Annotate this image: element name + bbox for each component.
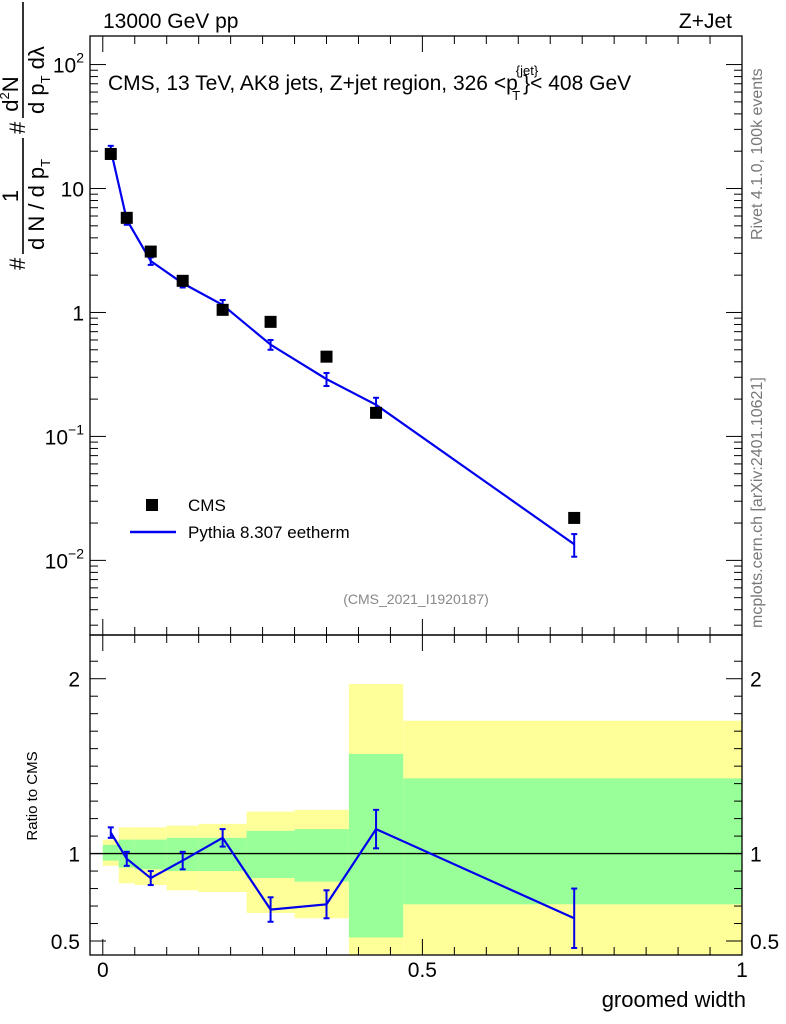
y-tick-label: 10 (61, 179, 84, 202)
pythia-line (109, 149, 575, 546)
y-tick-label: 10−2 (45, 545, 85, 573)
ylabel-frac1-den: d N / d pT (24, 159, 53, 250)
uncertainty-band-inner (403, 778, 742, 905)
cms-data-point (264, 315, 277, 328)
ratio-bands (102, 683, 742, 955)
cms-data-point (104, 147, 117, 160)
ratio-panel: 2 21 10.5 0.50 0.5 1 Ratio to CMS groomed wid… (24, 634, 779, 1012)
title-sub: T (512, 88, 520, 103)
legend-marker-cms (146, 499, 158, 511)
cms-data-point (144, 245, 157, 258)
x-tick-label: 0.5 (408, 959, 437, 982)
cms-data-point (320, 350, 333, 363)
header-right: Z+Jet (679, 10, 732, 33)
legend-label-pythia: Pythia 8.307 eetherm (188, 523, 350, 542)
ylabel-hash: # (5, 121, 30, 134)
ratio-y-label: Ratio to CMS (24, 751, 41, 840)
ylabel-prefix: # (5, 257, 30, 270)
cms-data-point (370, 406, 383, 419)
ratio-frame (89, 634, 743, 956)
ylabel-frac1-num: 1 (0, 190, 23, 202)
legend: CMS Pythia 8.307 eetherm (130, 496, 350, 542)
ylabel-frac2-num: d2N (0, 76, 23, 111)
ratio-y-tick-label-right: 1 (750, 844, 762, 867)
ylabel-frac2-den: d pT dλ (24, 46, 53, 114)
title-sup: {jet} (516, 63, 539, 78)
analysis-watermark: (CMS_2021_I1920187) (343, 591, 489, 607)
x-tick-label: 1 (736, 959, 748, 982)
title-text: CMS, 13 TeV, AK8 jets, Z+jet region, 326… (108, 72, 518, 95)
cms-data-point (568, 511, 581, 524)
main-data (104, 144, 581, 558)
uncertainty-band-inner (134, 839, 167, 870)
main-panel: 102 10 1 10−1 10−2 CMS, 13 TeV, AK8 jets, Z+… (0, 2, 743, 636)
main-plot-title: CMS, 13 TeV, AK8 jets, Z+jet region, 326… (108, 63, 631, 103)
uncertainty-band-inner (102, 844, 119, 861)
cms-data-point (120, 211, 133, 224)
title-end: }< 408 GeV (523, 72, 631, 95)
uncertainty-band-inner (294, 829, 349, 882)
rivet-version-label: Rivet 4.1.0, 100k events (749, 68, 766, 240)
ratio-y-tick-label-left: 0.5 (51, 931, 80, 954)
header-left: 13000 GeV pp (103, 10, 238, 33)
ratio-y-tick-label-right: 0.5 (750, 931, 779, 954)
y-tick-label: 102 (53, 50, 84, 78)
mcplots-label: mcplots.cern.ch [arXiv:2401.10621] (749, 377, 766, 628)
ratio-y-tick-label-left: 2 (68, 669, 80, 692)
main-y-label: # 1 d N / d pT # d2N d pT dλ (0, 2, 53, 270)
y-tick-label: 1 (72, 302, 84, 325)
cms-data-point (176, 274, 189, 287)
main-frame (89, 35, 743, 636)
main-ticks: 102 10 1 10−1 10−2 (45, 36, 743, 635)
ratio-y-tick-label-right: 2 (750, 669, 762, 692)
ratio-data (107, 808, 578, 950)
legend-label-cms: CMS (188, 496, 226, 515)
uncertainty-band-inner (246, 830, 295, 879)
ratio-ticks: 2 21 10.5 0.50 0.5 1 (51, 635, 779, 982)
cms-data-point (216, 303, 229, 316)
ratio-y-tick-label-left: 1 (68, 844, 80, 867)
y-tick-label: 10−1 (45, 421, 85, 449)
x-axis-label: groomed width (602, 987, 746, 1012)
x-tick-label: 0 (97, 959, 109, 982)
